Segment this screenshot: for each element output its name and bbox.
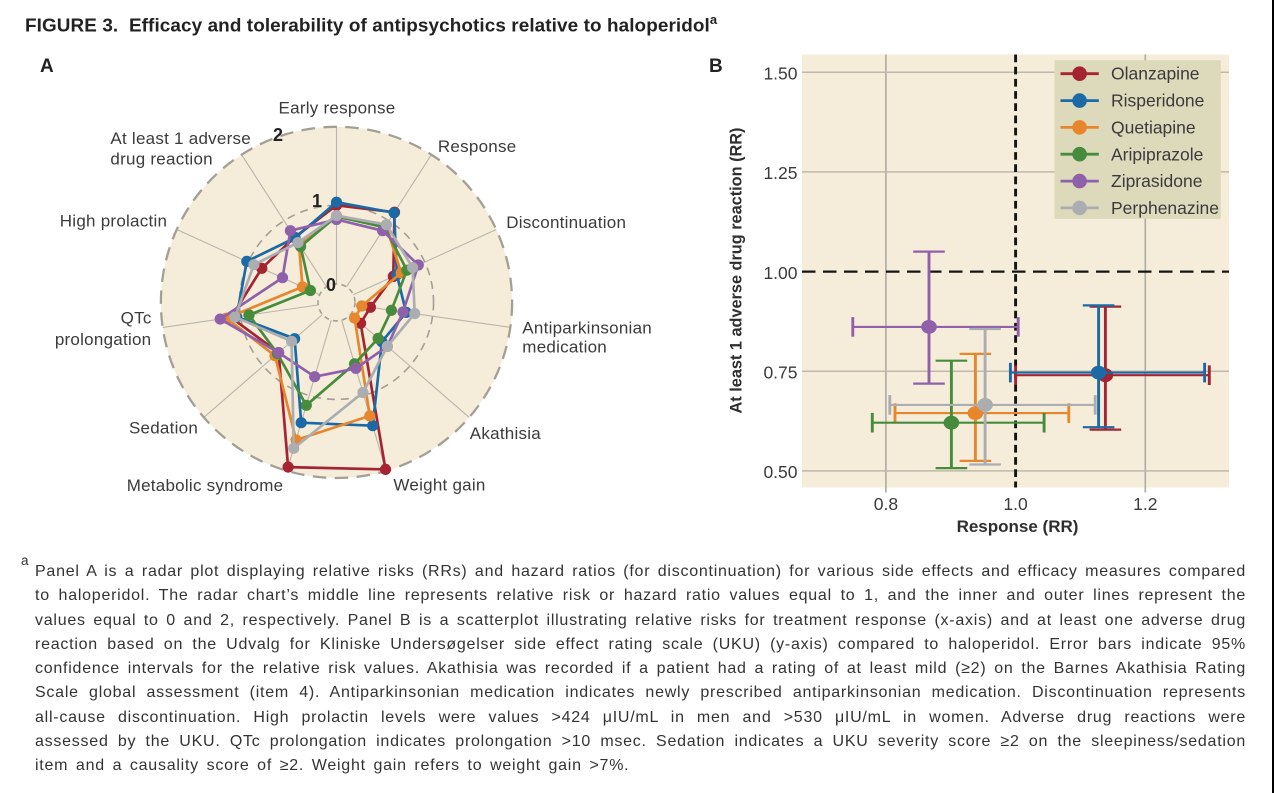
svg-text:Akathisia: Akathisia bbox=[470, 424, 542, 443]
svg-text:At least 1 adverse: At least 1 adverse bbox=[110, 129, 251, 148]
svg-text:Metabolic syndrome: Metabolic syndrome bbox=[127, 476, 284, 495]
svg-text:Olanzapine: Olanzapine bbox=[1111, 64, 1200, 84]
svg-text:prolongation: prolongation bbox=[55, 330, 152, 349]
svg-text:0.8: 0.8 bbox=[874, 494, 898, 514]
svg-text:Early response: Early response bbox=[279, 99, 396, 118]
svg-text:2: 2 bbox=[273, 125, 283, 145]
svg-text:Risperidone: Risperidone bbox=[1111, 91, 1204, 111]
svg-text:1.50: 1.50 bbox=[763, 64, 797, 84]
svg-text:drug reaction: drug reaction bbox=[110, 149, 212, 168]
svg-text:Quetiapine: Quetiapine bbox=[1111, 117, 1196, 137]
svg-text:Discontinuation: Discontinuation bbox=[506, 213, 626, 232]
svg-text:Sedation: Sedation bbox=[129, 419, 198, 438]
svg-text:Perphenazine: Perphenazine bbox=[1111, 198, 1219, 218]
svg-text:Aripiprazole: Aripiprazole bbox=[1111, 144, 1203, 164]
svg-text:Ziprasidone: Ziprasidone bbox=[1111, 171, 1202, 191]
svg-text:1.2: 1.2 bbox=[1133, 494, 1157, 514]
svg-text:QTc: QTc bbox=[121, 308, 152, 327]
svg-text:Response (RR): Response (RR) bbox=[957, 517, 1079, 536]
svg-text:0.75: 0.75 bbox=[763, 363, 797, 383]
svg-text:medication: medication bbox=[522, 338, 607, 357]
svg-text:1: 1 bbox=[312, 191, 322, 211]
svg-text:1.25: 1.25 bbox=[763, 163, 797, 183]
svg-text:0: 0 bbox=[326, 275, 336, 295]
svg-text:High prolactin: High prolactin bbox=[60, 211, 167, 230]
svg-text:Weight gain: Weight gain bbox=[393, 476, 485, 495]
svg-text:Antiparkinsonian: Antiparkinsonian bbox=[522, 319, 652, 338]
svg-text:0.50: 0.50 bbox=[763, 462, 797, 482]
svg-text:Response: Response bbox=[438, 137, 517, 156]
svg-text:At least 1 adverse drug reacti: At least 1 adverse drug reaction (RR) bbox=[728, 128, 746, 414]
svg-text:1.0: 1.0 bbox=[1003, 494, 1028, 514]
svg-text:1.00: 1.00 bbox=[763, 263, 797, 283]
